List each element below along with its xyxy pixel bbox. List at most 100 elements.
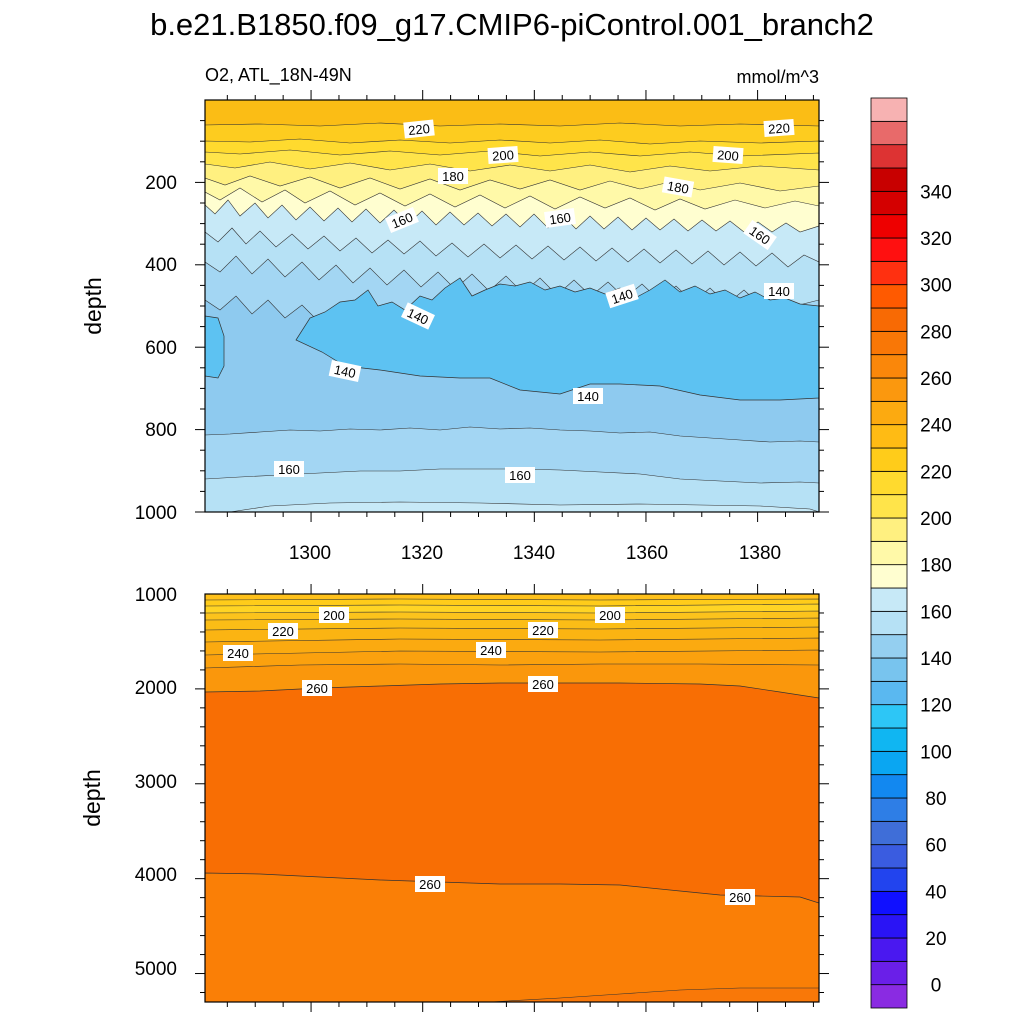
colorbar-bin — [870, 820, 908, 846]
colorbar-bin — [870, 260, 908, 286]
colorbar-label: 100 — [920, 742, 952, 763]
upper-y-tick-label: 400 — [145, 255, 177, 276]
upper-x-tick-label: 1360 — [626, 543, 668, 564]
colorbar-bin — [870, 190, 908, 216]
colorbar-bin — [870, 564, 908, 589]
colorbar-bin — [870, 774, 908, 799]
colorbar-bin — [870, 844, 908, 869]
lower-contour-label: 260 — [532, 677, 554, 692]
lower-contour-label: 260 — [419, 877, 441, 892]
upper-x-tick-label: 1380 — [739, 543, 781, 564]
colorbar-bin — [870, 750, 908, 776]
colorbar-bin — [870, 797, 908, 822]
colorbar-label: 200 — [920, 509, 952, 530]
colorbar-bin — [870, 424, 908, 449]
lower-contour-label: 260 — [729, 890, 751, 905]
lower-contour-label: 240 — [480, 643, 502, 658]
colorbar-bin — [870, 494, 908, 519]
upper-x-tick-label: 1300 — [289, 543, 331, 564]
colorbar-bin — [870, 97, 908, 122]
colorbar-label: 60 — [925, 836, 946, 857]
upper-contour-label: 180 — [442, 169, 464, 184]
colorbar-bin — [870, 680, 908, 706]
upper-contour-label: 180 — [666, 178, 690, 197]
lower-y-tick-label: 3000 — [135, 772, 177, 793]
upper-x-tick-label: 1340 — [513, 543, 555, 564]
lower-plot-frame — [204, 593, 820, 1003]
lower-y-tick-label: 1000 — [135, 585, 177, 606]
colorbar-bin — [870, 540, 908, 566]
lower-contour-fill — [205, 594, 819, 1002]
upper-panel: O2, ATL_18N-49N mmol/m^3 220 220 200 200 — [80, 65, 829, 564]
colorbar — [870, 97, 908, 1009]
colorbar-bin — [870, 377, 908, 402]
lower-y-axis-label: depth — [79, 769, 105, 827]
colorbar-bin — [870, 890, 908, 916]
colorbar-bin — [870, 307, 908, 332]
upper-x-tick-label: 1320 — [401, 543, 443, 564]
colorbar-bin — [870, 354, 908, 379]
colorbar-bin — [870, 400, 908, 426]
colorbar-label: 120 — [920, 696, 952, 717]
colorbar-bin — [870, 960, 908, 986]
lower-contour-label: 240 — [227, 646, 249, 661]
upper-contour-label: 220 — [768, 120, 791, 136]
colorbar-labels: 0 20 40 60 80 100 120 140 160 180 200 220 240 260 280 3… — [920, 182, 952, 996]
upper-contour-label: 200 — [492, 147, 515, 163]
upper-left-string: O2, ATL_18N-49N — [205, 65, 352, 86]
colorbar-bin — [870, 237, 908, 262]
colorbar-label: 0 — [931, 976, 942, 997]
colorbar-label: 220 — [920, 462, 952, 483]
upper-contour-label: 140 — [577, 389, 599, 404]
colorbar-bin — [870, 727, 908, 752]
upper-contour-label: 200 — [717, 147, 740, 163]
colorbar-bin — [870, 214, 908, 239]
upper-contour-label: 160 — [509, 468, 531, 483]
upper-y-tick-labels: 200 400 600 800 1000 — [135, 173, 177, 524]
colorbar-label: 280 — [920, 322, 952, 343]
upper-contour-label: 160 — [548, 210, 572, 228]
colorbar-label: 340 — [920, 182, 952, 203]
colorbar-bin — [870, 634, 908, 659]
upper-contour-fill — [205, 100, 819, 512]
lower-contour-label: 200 — [323, 608, 345, 623]
lower-contour-label: 260 — [306, 681, 328, 696]
colorbar-label: 40 — [925, 882, 946, 903]
upper-contour-label: 220 — [407, 121, 430, 138]
upper-contour-label: 140 — [333, 362, 357, 381]
colorbar-label: 80 — [925, 789, 946, 810]
upper-y-tick-label: 1000 — [135, 503, 177, 524]
colorbar-bin — [870, 984, 908, 1009]
colorbar-label: 260 — [920, 369, 952, 390]
upper-contour-label: 160 — [278, 462, 300, 477]
upper-y-tick-label: 600 — [145, 338, 177, 359]
colorbar-bin — [870, 610, 908, 636]
colorbar-bin — [870, 937, 908, 962]
colorbar-bin — [870, 284, 908, 309]
colorbar-label: 180 — [920, 556, 952, 577]
colorbar-bin — [870, 517, 908, 542]
upper-y-tick-label: 200 — [145, 173, 177, 194]
lower-y-tick-labels: 1000 2000 3000 4000 5000 — [135, 585, 177, 980]
lower-contour-label: 200 — [599, 608, 621, 623]
colorbar-label: 300 — [920, 276, 952, 297]
colorbar-bin — [870, 167, 908, 192]
lower-tick-marks — [195, 584, 829, 1012]
lower-y-tick-label: 4000 — [135, 865, 177, 886]
colorbar-label: 140 — [920, 649, 952, 670]
upper-right-string: mmol/m^3 — [737, 67, 819, 87]
colorbar-bin — [870, 704, 908, 729]
upper-y-tick-label: 800 — [145, 420, 177, 441]
upper-x-tick-labels: 1300 1320 1340 1360 1380 — [289, 543, 781, 564]
lower-contour-labels: 200 200 220 220 240 240 260 260 260 260 — [223, 607, 755, 905]
lower-panel: 200 200 220 220 240 240 260 260 260 260 … — [79, 584, 829, 1012]
colorbar-label: 320 — [920, 229, 952, 250]
colorbar-bin — [870, 144, 908, 169]
colorbar-bin — [870, 587, 908, 612]
colorbar-bin — [870, 867, 908, 892]
colorbar-label: 240 — [920, 416, 952, 437]
lower-y-tick-label: 5000 — [135, 959, 177, 980]
upper-y-axis-label: depth — [80, 277, 106, 335]
main-title: b.e21.B1850.f09_g17.CMIP6-piControl.001_… — [150, 7, 874, 42]
